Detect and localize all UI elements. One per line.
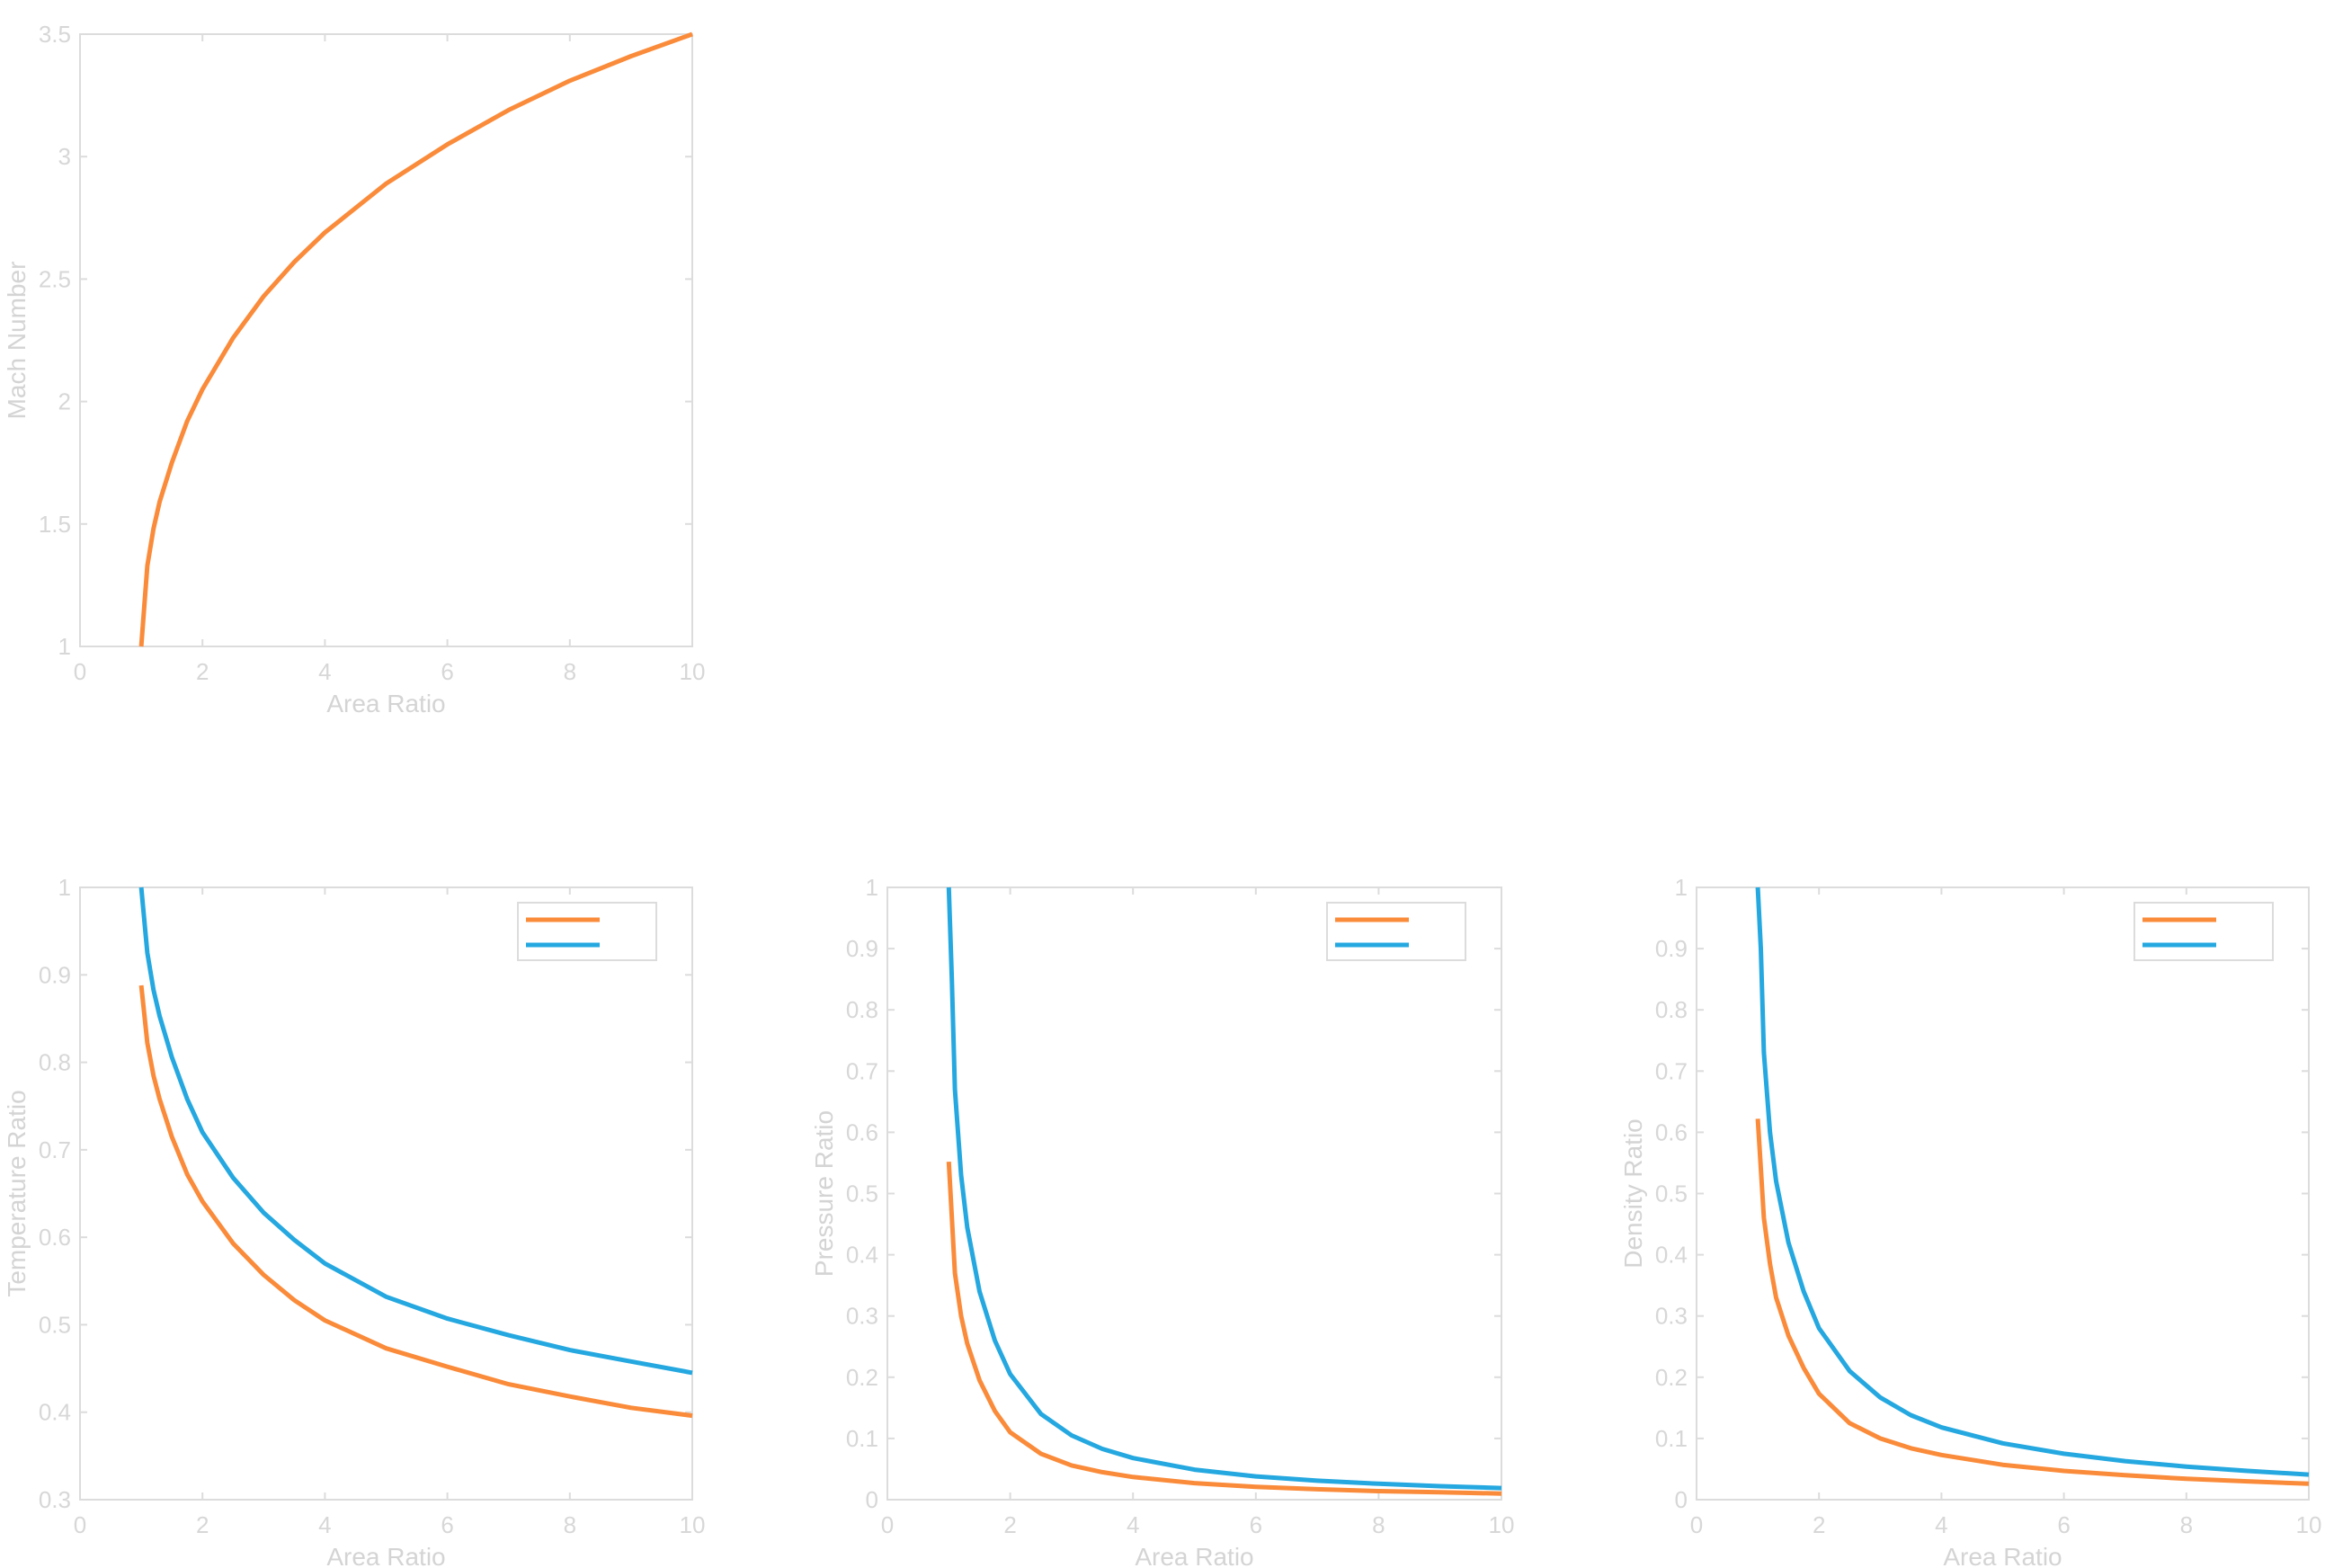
x-tick-label: 4 xyxy=(1127,1511,1139,1538)
y-tick-label: 0.4 xyxy=(846,1242,878,1269)
x-tick-label: 8 xyxy=(564,658,576,685)
y-tick-label: 3 xyxy=(58,143,71,170)
x-tick-label: 6 xyxy=(1250,1511,1262,1538)
legend xyxy=(1326,902,1466,961)
x-tick-label: 4 xyxy=(1935,1511,1947,1538)
y-axis-label: Temperature Ratio xyxy=(3,1090,31,1296)
x-tick-label: 4 xyxy=(318,1511,331,1538)
y-tick-label: 0.6 xyxy=(39,1224,71,1251)
x-tick-label: 0 xyxy=(881,1511,894,1538)
x-tick-label: 2 xyxy=(1813,1511,1825,1538)
y-tick-label: 1 xyxy=(866,874,878,901)
y-tick-label: 0.9 xyxy=(1655,935,1688,962)
x-tick-label: 10 xyxy=(1489,1511,1515,1538)
y-tick-label: 0.6 xyxy=(846,1118,878,1145)
x-tick-label: 2 xyxy=(1003,1511,1016,1538)
y-tick-label: 0.7 xyxy=(1655,1057,1688,1084)
y-axis-label: Pressure Ratio xyxy=(810,1110,838,1277)
axes-frame xyxy=(1696,886,2310,1501)
y-tick-label: 0.1 xyxy=(1655,1425,1688,1452)
x-tick-label: 0 xyxy=(1690,1511,1703,1538)
legend xyxy=(2133,902,2274,961)
x-tick-label: 10 xyxy=(680,1511,706,1538)
y-tick-label: 0.3 xyxy=(39,1486,71,1513)
y-tick-label: 0.5 xyxy=(846,1180,878,1207)
y-tick-label: 3.5 xyxy=(39,21,71,48)
x-axis-label: Area Ratio xyxy=(326,1543,445,1568)
y-tick-label: 0.3 xyxy=(1655,1303,1688,1330)
y-tick-label: 1.5 xyxy=(39,511,71,538)
legend-box xyxy=(2133,902,2274,961)
y-tick-label: 0.6 xyxy=(1655,1118,1688,1145)
x-tick-label: 0 xyxy=(74,658,86,685)
y-tick-label: 0.9 xyxy=(39,961,71,988)
y-tick-label: 0.7 xyxy=(846,1057,878,1084)
legend-box xyxy=(1326,902,1466,961)
y-tick-label: 0.7 xyxy=(39,1136,71,1163)
x-tick-label: 10 xyxy=(2296,1511,2322,1538)
legend xyxy=(517,902,657,961)
y-tick-label: 0 xyxy=(1675,1486,1688,1513)
y-tick-label: 2.5 xyxy=(39,265,71,292)
chart-1: 0 2 4 6 8 10 1 1.5 2 2.5 3 3.5 Area Ratio Mach Number xyxy=(3,21,705,717)
axes-frame xyxy=(886,886,1502,1501)
x-tick-label: 10 xyxy=(680,658,706,685)
series-line-1 xyxy=(1755,1118,2310,1486)
y-axis-label: Mach Number xyxy=(3,262,31,420)
y-tick-label: 2 xyxy=(58,388,71,415)
y-tick-label: 0.4 xyxy=(39,1399,71,1426)
chart-4: 0 2 4 6 8 10 0 0.1 0.2 0.3 0.4 0.5 0.6 0.7 0.8 0.9 1 Area… xyxy=(1619,874,2321,1568)
x-tick-label: 6 xyxy=(2057,1511,2070,1538)
x-axis-label: Area Ratio xyxy=(1943,1543,2062,1568)
y-axis-label: Density Ratio xyxy=(1619,1118,1647,1269)
series-line-1 xyxy=(946,1161,1502,1496)
y-tick-label: 1 xyxy=(58,874,71,901)
y-tick-label: 0.2 xyxy=(846,1364,878,1391)
y-tick-label: 1 xyxy=(1675,874,1688,901)
y-tick-label: 0.4 xyxy=(1655,1242,1688,1269)
x-axis-label: Area Ratio xyxy=(1135,1543,1253,1568)
series-line-1 xyxy=(138,984,693,1419)
chart-3: 0 2 4 6 8 10 0 0.1 0.2 0.3 0.4 0.5 0.6 0.7 0.8 0.9 1 Area… xyxy=(810,874,1514,1568)
series-line-1 xyxy=(138,31,693,647)
x-tick-label: 8 xyxy=(2180,1511,2193,1538)
y-tick-label: 0.8 xyxy=(846,996,878,1023)
x-axis-label: Area Ratio xyxy=(326,690,445,717)
x-tick-label: 2 xyxy=(196,1511,209,1538)
x-tick-label: 6 xyxy=(441,658,453,685)
y-tick-label: 0.8 xyxy=(39,1049,71,1076)
x-tick-label: 8 xyxy=(1372,1511,1385,1538)
y-tick-label: 0.8 xyxy=(1655,996,1688,1023)
y-tick-label: 0.2 xyxy=(1655,1364,1688,1391)
x-tick-label: 0 xyxy=(74,1511,86,1538)
x-tick-label: 8 xyxy=(564,1511,576,1538)
y-tick-label: 1 xyxy=(58,633,71,660)
axes-frame xyxy=(79,33,693,647)
y-tick-label: 0.1 xyxy=(846,1425,878,1452)
x-tick-label: 4 xyxy=(318,658,331,685)
y-tick-label: 0.5 xyxy=(1655,1180,1688,1207)
y-tick-label: 0.9 xyxy=(846,935,878,962)
series-line-2 xyxy=(946,886,1502,1491)
chart-2: 0 2 4 6 8 10 0.3 0.4 0.5 0.6 0.7 0.8 0.9 1 Area Ratio T… xyxy=(3,874,705,1568)
y-tick-label: 0 xyxy=(866,1486,878,1513)
x-tick-label: 6 xyxy=(441,1511,453,1538)
y-tick-label: 0.3 xyxy=(846,1303,878,1330)
series-line-2 xyxy=(1755,886,2310,1477)
legend-box xyxy=(517,902,657,961)
axes-frame xyxy=(79,886,693,1501)
series-line-2 xyxy=(138,886,693,1376)
x-tick-label: 2 xyxy=(196,658,209,685)
y-tick-label: 0.5 xyxy=(39,1311,71,1338)
